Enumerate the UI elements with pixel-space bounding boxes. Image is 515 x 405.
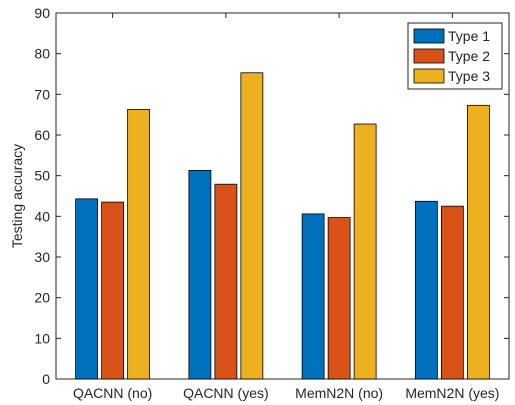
bar-type-3 xyxy=(353,123,377,380)
legend-swatch xyxy=(413,28,445,44)
bar-type-3 xyxy=(240,72,264,380)
y-tick-label: 30 xyxy=(34,249,50,265)
x-tick-label: MemN2N (yes) xyxy=(405,385,499,401)
bar-type-2 xyxy=(214,183,238,380)
y-tick-label: 40 xyxy=(34,208,50,224)
x-tick-label: QACNN (no) xyxy=(73,385,152,401)
bar-type-3 xyxy=(127,108,151,380)
bar-type-1 xyxy=(414,200,438,380)
y-tick-label: 10 xyxy=(34,330,50,346)
bar-type-1 xyxy=(188,169,212,380)
y-tick-label: 0 xyxy=(42,371,50,387)
y-tick-label: 70 xyxy=(34,86,50,102)
bar-type-1 xyxy=(75,198,99,380)
legend: Type 1 Type 2 Type 3 xyxy=(407,22,503,90)
y-tick-label: 50 xyxy=(34,168,50,184)
bar-type-3 xyxy=(466,104,490,380)
legend-label: Type 1 xyxy=(448,28,490,44)
legend-swatch xyxy=(413,68,445,84)
plot-area: 0 10 20 30 40 50 60 70 80 90 QACNN (no) QACNN (yes)… xyxy=(34,5,510,401)
bar-type-1 xyxy=(301,213,325,380)
axes-box xyxy=(55,12,510,380)
x-tick-label: QACNN (yes) xyxy=(183,385,269,401)
y-tick-label: 80 xyxy=(34,46,50,62)
legend-swatch xyxy=(413,48,445,64)
y-tick-label: 60 xyxy=(34,127,50,143)
y-tick-label: 20 xyxy=(34,290,50,306)
bar-type-2 xyxy=(440,205,464,380)
legend-label: Type 2 xyxy=(448,48,490,64)
y-tick-label: 90 xyxy=(34,5,50,21)
legend-label: Type 3 xyxy=(448,68,490,84)
bar-type-2 xyxy=(101,201,125,380)
x-tick-label: MemN2N (no) xyxy=(295,385,383,401)
bar-type-2 xyxy=(327,217,351,380)
y-axis-label: Testing accuracy xyxy=(9,144,25,248)
